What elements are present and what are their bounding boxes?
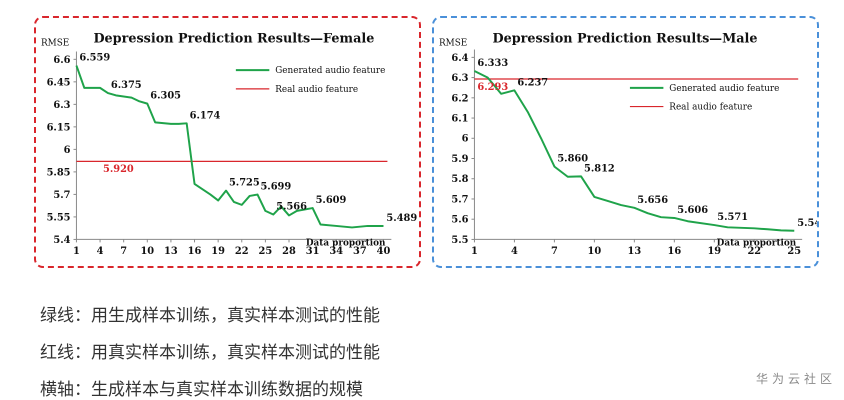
- y-tick-label: 5.9: [451, 154, 468, 165]
- data-label: 5.606: [677, 205, 708, 216]
- y-tick-label: 6.45: [47, 77, 71, 88]
- x-tick-label: 40: [377, 246, 391, 257]
- chart-title: Depression Prediction Results—Female: [93, 32, 374, 47]
- y-tick-label: 5.4: [53, 235, 70, 246]
- chart-title: Depression Prediction Results—Male: [493, 32, 758, 47]
- x-tick-label: 1: [471, 246, 478, 257]
- series-line-generated: [473, 70, 795, 232]
- male-chart: Depression Prediction Results—Male 5.5 5.6…: [439, 32, 817, 258]
- y-tick-label: 5.5: [451, 235, 468, 246]
- caption-red-line: 红线：用真实样本训练，真实样本测试的性能: [40, 343, 380, 363]
- male-chart-panel: Depression Prediction Results—Male 5.5 5.6…: [432, 16, 819, 268]
- y-axis-label: RMSE: [41, 39, 69, 49]
- x-tick-label: 25: [259, 246, 273, 257]
- y-tick-label: 6.6: [53, 55, 70, 66]
- y-tick-label: 6.2: [451, 93, 468, 104]
- female-chart: Depression Prediction Results—Female 5.4 5…: [41, 32, 417, 258]
- legend-label-real: Real audio feature: [669, 103, 752, 113]
- y-tick-label: 5.85: [47, 167, 71, 178]
- y-tick-label: 6.1: [451, 113, 468, 124]
- y-axis-label: RMSE: [439, 39, 467, 49]
- y-tick-label: 6: [462, 134, 469, 145]
- y-tick-label: 5.7: [451, 194, 468, 205]
- y-tick-label: 5.6: [451, 215, 468, 226]
- data-label: 6.174: [190, 110, 221, 121]
- x-tick-label: 10: [588, 246, 602, 257]
- data-label: 6.237: [517, 77, 548, 88]
- y-tick-label: 5.8: [451, 174, 468, 185]
- y-tick-label: 6.3: [451, 73, 468, 84]
- series-line-generated: [75, 65, 384, 229]
- data-label-real: 6.293: [477, 82, 508, 93]
- data-label: 5.571: [717, 212, 748, 223]
- y-tick-label: 6.4: [451, 53, 468, 64]
- data-label-real: 5.920: [103, 164, 134, 175]
- x-tick-label: 22: [747, 246, 761, 257]
- x-tick-label: 13: [628, 246, 642, 257]
- x-tick-label: 10: [140, 246, 154, 257]
- data-label: 6.333: [477, 58, 508, 69]
- x-tick-label: 7: [120, 246, 127, 257]
- data-label: 6.559: [79, 53, 110, 64]
- x-tick-label: 4: [97, 246, 104, 257]
- legend-label-generated: Generated audio feature: [669, 84, 779, 94]
- data-label: 5.812: [584, 163, 615, 174]
- legend-label-real: Real audio feature: [275, 85, 358, 95]
- x-tick-label: 4: [511, 246, 518, 257]
- legend-label-generated: Generated audio feature: [275, 66, 385, 76]
- y-tick-label: 5.55: [47, 212, 71, 223]
- x-tick-label: 16: [188, 246, 202, 257]
- x-tick-label: 7: [551, 246, 558, 257]
- data-label: 5.656: [637, 195, 668, 206]
- y-tick-label: 6.15: [47, 122, 71, 133]
- data-label: 6.375: [111, 80, 142, 91]
- data-label: 5.860: [557, 154, 588, 165]
- x-axis-label: Data proportion: [717, 238, 797, 248]
- x-tick-label: 28: [282, 246, 296, 257]
- caption-x-axis: 横轴：生成样本与真实样本训练数据的规模: [40, 380, 363, 400]
- y-tick-label: 6: [64, 145, 71, 156]
- x-tick-label: 19: [707, 246, 721, 257]
- x-tick-label: 31: [306, 246, 320, 257]
- data-label: 5.725: [229, 178, 260, 189]
- female-chart-panel: Depression Prediction Results—Female 5.4 5…: [34, 16, 421, 268]
- data-label: 5.543: [797, 218, 817, 229]
- x-tick-label: 19: [211, 246, 225, 257]
- y-tick-label: 6.3: [53, 100, 70, 111]
- data-label: 6.305: [150, 91, 181, 102]
- x-tick-label: 1: [73, 246, 80, 257]
- x-tick-label: 34: [329, 246, 343, 257]
- data-label: 5.699: [260, 182, 291, 193]
- x-tick-label: 25: [787, 246, 801, 257]
- data-label: 5.609: [316, 195, 347, 206]
- data-label: 5.566: [276, 202, 307, 213]
- y-tick-label: 5.7: [53, 190, 70, 201]
- x-tick-label: 37: [353, 246, 367, 257]
- x-tick-label: 13: [164, 246, 178, 257]
- x-tick-label: 16: [667, 246, 681, 257]
- caption-green-line: 绿线：用生成样本训练，真实样本测试的性能: [40, 306, 380, 326]
- x-tick-label: 22: [235, 246, 249, 257]
- x-axis-label: Data proportion: [306, 238, 386, 248]
- data-label: 5.489: [386, 213, 417, 224]
- watermark: 华为云社区: [755, 372, 836, 386]
